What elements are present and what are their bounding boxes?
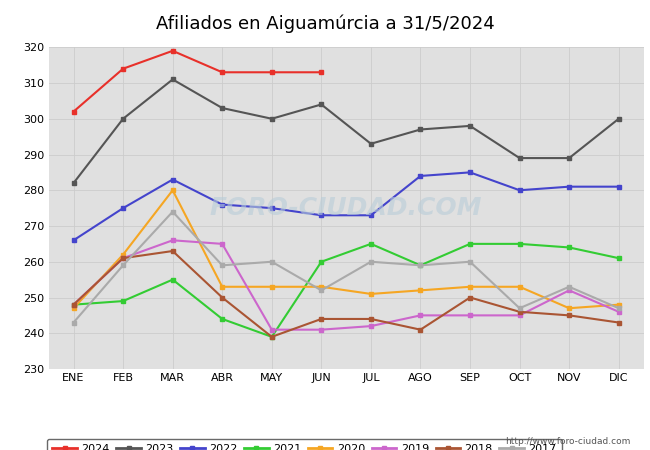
Text: http://www.foro-ciudad.com: http://www.foro-ciudad.com: [505, 436, 630, 446]
Text: Afiliados en Aiguamúrcia a 31/5/2024: Afiliados en Aiguamúrcia a 31/5/2024: [155, 14, 495, 33]
Legend: 2024, 2023, 2022, 2021, 2020, 2019, 2018, 2017: 2024, 2023, 2022, 2021, 2020, 2019, 2018…: [47, 439, 562, 450]
Text: FORO-CIUDAD.COM: FORO-CIUDAD.COM: [210, 196, 482, 220]
